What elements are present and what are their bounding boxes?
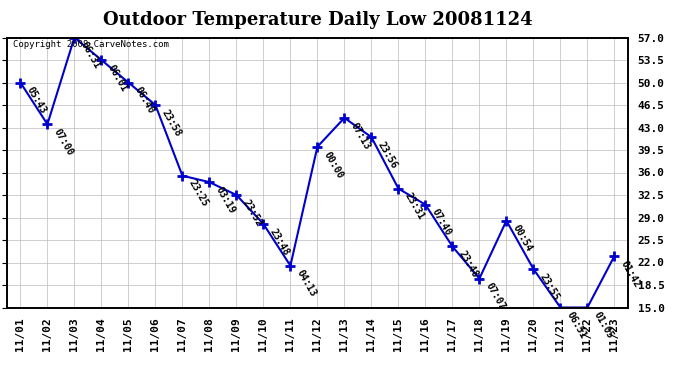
Text: 05:43: 05:43: [25, 85, 48, 116]
Text: 23:31: 23:31: [402, 191, 426, 222]
Text: Outdoor Temperature Daily Low 20081124: Outdoor Temperature Daily Low 20081124: [103, 11, 532, 29]
Text: 00:00: 00:00: [322, 150, 345, 180]
Text: 00:54: 00:54: [511, 224, 534, 254]
Text: 06:51: 06:51: [564, 310, 588, 341]
Text: Copyright 2008 CarveNotes.com: Copyright 2008 CarveNotes.com: [13, 40, 169, 49]
Text: 23:25: 23:25: [186, 178, 210, 209]
Text: 23:55: 23:55: [538, 272, 561, 302]
Text: 23:48: 23:48: [457, 249, 480, 280]
Text: 01:05: 01:05: [591, 310, 615, 341]
Text: 07:00: 07:00: [52, 127, 75, 158]
Text: 06:01: 06:01: [106, 63, 129, 93]
Text: 23:48: 23:48: [268, 227, 291, 257]
Text: 07:40: 07:40: [430, 207, 453, 238]
Text: 03:19: 03:19: [214, 185, 237, 215]
Text: 23:52: 23:52: [241, 198, 264, 228]
Text: 07:07: 07:07: [484, 281, 507, 312]
Text: 04:13: 04:13: [295, 268, 318, 299]
Text: 23:58: 23:58: [159, 108, 183, 138]
Text: 06:31: 06:31: [79, 40, 102, 71]
Text: 06:40: 06:40: [132, 85, 156, 116]
Text: 23:56: 23:56: [375, 140, 399, 170]
Text: 01:42: 01:42: [618, 259, 642, 289]
Text: 07:13: 07:13: [348, 121, 372, 151]
